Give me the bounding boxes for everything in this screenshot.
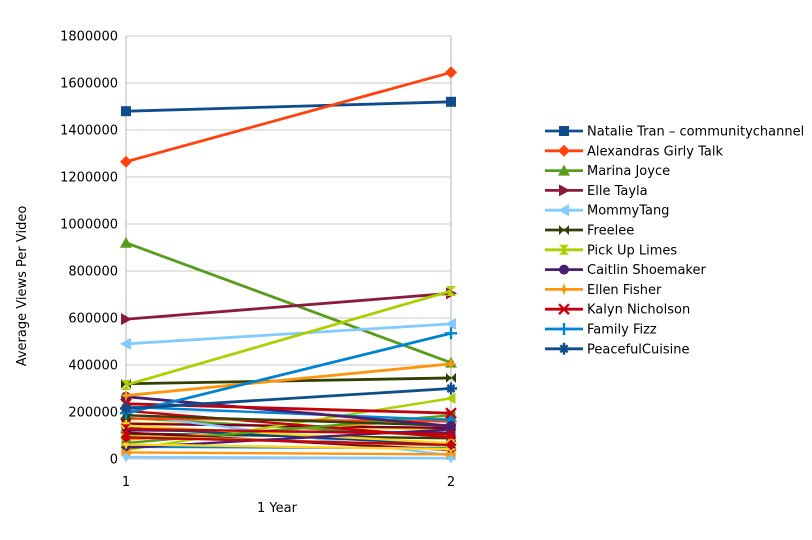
x-tick-label: 1 [122, 475, 130, 490]
y-axis-title: Average Views Per Video [15, 206, 30, 367]
series-line [125, 427, 452, 436]
legend-item: Elle Tayla [545, 184, 648, 199]
legend: Natalie Tran – communitychannel Alexandra… [545, 125, 804, 357]
legend-item: Alexandras Girly Talk [545, 144, 723, 159]
star-marker [120, 389, 132, 402]
sandglass-marker [121, 424, 131, 434]
y-tick-label: 0 [110, 453, 118, 468]
arrow-left-marker [445, 317, 456, 330]
legend-item: Caitlin Shoemaker [545, 263, 706, 278]
series-line [125, 424, 452, 445]
legend-label: MommyTang [587, 204, 669, 219]
series-line [125, 71, 452, 164]
square-marker [559, 126, 569, 136]
series-line [125, 443, 452, 451]
asterisk-marker [445, 382, 457, 395]
series-line [125, 291, 452, 321]
y-tick-label: 600000 [68, 312, 118, 327]
series-line [125, 414, 452, 427]
series-line [125, 387, 452, 410]
legend-item: Kalyn Nicholson [545, 303, 690, 318]
y-tick-label: 1400000 [60, 124, 118, 139]
legend-label: Ellen Fisher [587, 283, 662, 298]
x-axis-title: 1 Year [257, 501, 298, 516]
sandglass-marker [559, 244, 569, 255]
arrow-right-marker [121, 313, 132, 326]
y-tick-label: 1800000 [60, 30, 118, 45]
series-line [125, 100, 452, 113]
bowtie-marker [559, 225, 569, 235]
y-tick-label: 1000000 [60, 218, 118, 233]
y-tick-label: 1200000 [60, 171, 118, 186]
bowtie-marker [121, 447, 131, 457]
arrow-up-marker [558, 164, 570, 176]
square-marker [446, 96, 456, 107]
x-marker [445, 407, 457, 420]
arrow-left-marker [120, 337, 131, 350]
star-marker [120, 438, 132, 450]
square-marker [446, 410, 456, 420]
legend-item: MommyTang [545, 204, 669, 219]
asterisk-marker [120, 402, 132, 415]
series-line [125, 322, 452, 346]
diamond-marker [445, 439, 457, 451]
series-line [125, 289, 452, 387]
legend-item: Pick Up Limes [545, 243, 677, 258]
arrow-right-marker [559, 184, 570, 197]
legend-item: Marina Joyce [545, 164, 670, 179]
star-marker [558, 283, 570, 296]
legend-label: Elle Tayla [587, 184, 648, 199]
series-line [125, 331, 452, 415]
series-line [125, 436, 452, 447]
x-marker [558, 303, 570, 316]
legend-label: Pick Up Limes [587, 243, 677, 258]
legend-label: Family Fizz [587, 323, 657, 338]
x-tick-label: 2 [447, 475, 455, 490]
diamond-marker [120, 431, 132, 443]
legend-label: Kalyn Nicholson [587, 303, 690, 318]
arrow-up-marker [120, 236, 132, 248]
plus-marker [558, 323, 570, 335]
series-line [125, 422, 452, 430]
y-tick-label: 1600000 [60, 77, 118, 92]
series-line [125, 395, 452, 428]
arrow-left-marker [558, 204, 569, 217]
circle-marker [446, 421, 456, 432]
diamond-marker [445, 66, 457, 79]
series-line [125, 405, 452, 422]
bowtie-marker [446, 372, 456, 383]
legend-item: Ellen Fisher [545, 283, 662, 298]
sandglass-marker [446, 429, 456, 439]
series-line [125, 362, 452, 397]
legend-label: Alexandras Girly Talk [587, 144, 723, 159]
y-tick-label: 400000 [68, 359, 118, 374]
star-marker [445, 357, 457, 370]
sandglass-marker [121, 379, 131, 390]
legend-item: Family Fizz [545, 323, 657, 338]
legend-label: Natalie Tran – communitychannel [587, 125, 804, 140]
y-tick-label: 800000 [68, 265, 118, 280]
plus-marker [445, 327, 457, 340]
series-line [125, 241, 452, 364]
asterisk-marker [558, 342, 570, 355]
series-line [125, 455, 452, 460]
legend-item: Freelee [545, 224, 634, 239]
sandglass-marker [446, 285, 456, 296]
y-tick-label: 200000 [68, 406, 118, 421]
diamond-marker [120, 155, 132, 168]
legend-item: PeacefulCuisine [545, 342, 689, 357]
legend-item: Natalie Tran – communitychannel [545, 125, 804, 140]
legend-label: PeacefulCuisine [587, 342, 689, 357]
legend-label: Caitlin Shoemaker [587, 263, 706, 278]
arrow-left-marker [445, 392, 456, 404]
square-marker [121, 106, 131, 117]
legend-label: Freelee [587, 224, 634, 239]
circle-marker [559, 264, 569, 275]
series-line [125, 451, 452, 456]
legend-label: Marina Joyce [587, 164, 670, 179]
diamond-marker [558, 144, 570, 157]
